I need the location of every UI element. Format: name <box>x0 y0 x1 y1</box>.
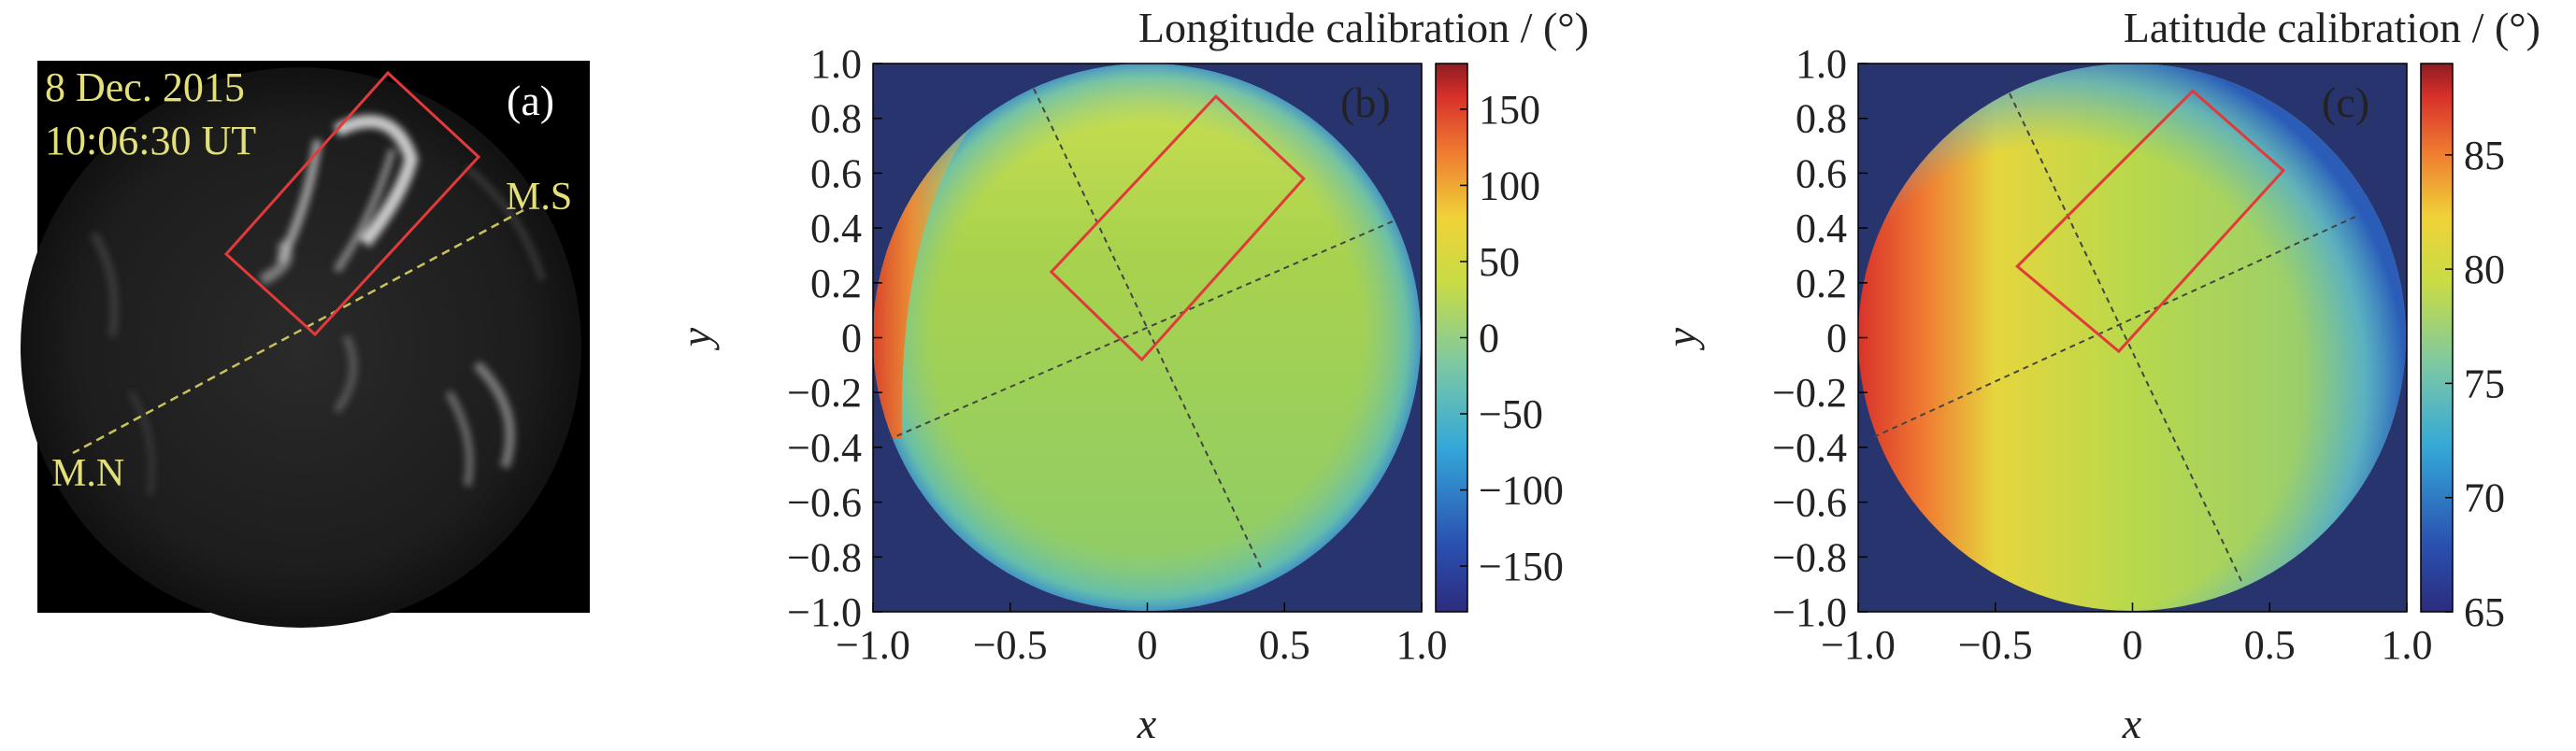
panel-c-title: Latitude calibration / (°) <box>2124 4 2540 51</box>
panel-c-colorbar <box>2420 63 2454 613</box>
date-text: 8 Dec. 2015 <box>45 64 245 110</box>
panel-c-label: (c) <box>2322 78 2369 126</box>
y-tick-label: 0.6 <box>1796 150 1847 196</box>
colorbar-tick-label: −100 <box>1479 468 1564 514</box>
panel-a: 8 Dec. 2015 10:06:30 UT (a) M.S M.N <box>21 61 590 628</box>
y-tick-label: −0.6 <box>1772 480 1847 526</box>
colorbar-tick-label: 75 <box>2464 361 2505 406</box>
y-tick-label: −0.8 <box>1772 534 1847 580</box>
colorbar-tick-label: 0 <box>1479 316 1499 361</box>
panel-c: (c) Latitude calibration / (°) x y −1.0−… <box>1657 4 2540 747</box>
y-tick-label: 0.6 <box>810 150 862 196</box>
panel-c-box <box>2015 89 2286 354</box>
y-tick-label: 0.4 <box>810 205 862 251</box>
x-tick-label: −0.5 <box>1958 622 2033 668</box>
colorbar-tick-label: 50 <box>1479 239 1520 285</box>
x-tick-label: 0 <box>1138 622 1158 668</box>
panel-b-ticks: −1.0 −0.5 0 0.5 1.0 1.0 0.8 0.6 0.4 0.2 0 −0.2 −0.4 −… <box>787 41 1447 668</box>
x-tick-label: 0.5 <box>2244 622 2296 668</box>
time-text: 10:06:30 UT <box>45 118 256 163</box>
panel-c-ticks: −1.0 −0.5 0 0.5 1.0 1.0 0.8 0.6 0.4 0.2 0 −0.2 −0.4 −… <box>1772 41 2432 668</box>
x-tick-label: 1.0 <box>1396 622 1448 668</box>
panel-c-xlabel: x <box>2122 700 2142 747</box>
colorbar-tick-label: −150 <box>1479 544 1564 589</box>
panel-b-meridian-line <box>889 220 1394 440</box>
y-tick-label: −1.0 <box>1772 589 1847 635</box>
y-tick-label: 0.8 <box>810 96 862 142</box>
y-tick-label: 0.4 <box>1796 205 1847 251</box>
aurora-arcs <box>90 115 545 496</box>
panel-c-colorbar-ticks: 85 80 75 70 65 <box>2445 133 2505 635</box>
y-tick-label: 0 <box>841 316 862 361</box>
y-tick-label: −0.4 <box>787 425 862 471</box>
panel-b-xlabel: x <box>1137 700 1157 747</box>
x-tick-label: −1.0 <box>836 622 910 668</box>
allsky-circle <box>21 67 581 628</box>
y-tick-label: −0.2 <box>1772 370 1847 416</box>
y-tick-label: −0.8 <box>787 534 862 580</box>
mn-label: M.N <box>51 452 124 495</box>
y-tick-label: −0.2 <box>787 370 862 416</box>
x-tick-label: 0.5 <box>1259 622 1310 668</box>
panel-b-warm-crescent <box>873 103 991 439</box>
colorbar-tick-label: 80 <box>2464 247 2505 292</box>
y-tick-label: 1.0 <box>810 41 862 87</box>
colorbar-tick-label: 65 <box>2464 589 2505 635</box>
y-tick-label: 0.8 <box>1796 96 1847 142</box>
panel-b-title: Longitude calibration / (°) <box>1138 4 1589 51</box>
colorbar-tick-label: −50 <box>1479 391 1543 437</box>
colorbar-tick-label: 70 <box>2464 475 2505 521</box>
colorbar-tick-label: 150 <box>1479 87 1540 133</box>
panel-b-perpendicular-line <box>1033 88 1263 571</box>
panel-c-ylabel: y <box>1657 327 1705 350</box>
panel-b-colorbar-ticks: 150 100 50 0 −50 −100 −150 <box>1460 87 1564 589</box>
ms-label: M.S <box>506 176 572 219</box>
x-tick-label: 0 <box>2123 622 2143 668</box>
panel-b-box <box>1049 94 1306 362</box>
x-tick-label: 1.0 <box>2382 622 2433 668</box>
panel-a-box <box>223 70 481 337</box>
colorbar-tick-label: 100 <box>1479 163 1540 208</box>
magnetic-meridian-line <box>72 208 524 455</box>
y-tick-label: 0.2 <box>810 261 862 306</box>
panel-b: (b) Longitude calibration / (°) x y −1.0… <box>672 4 1589 747</box>
x-tick-label: −0.5 <box>973 622 1048 668</box>
y-tick-label: 0.2 <box>1796 261 1847 306</box>
panel-b-label: (b) <box>1340 78 1391 126</box>
panel-c-meridian-line <box>1868 216 2356 440</box>
panel-c-perpendicular-line <box>2009 92 2242 582</box>
x-tick-label: −1.0 <box>1821 622 1896 668</box>
y-tick-label: −0.6 <box>787 480 862 526</box>
y-tick-label: 1.0 <box>1796 41 1847 87</box>
y-tick-label: 0 <box>1826 316 1847 361</box>
panel-a-label: (a) <box>507 77 554 124</box>
y-tick-label: −1.0 <box>787 589 862 635</box>
y-tick-label: −0.4 <box>1772 425 1847 471</box>
panel-b-ylabel: y <box>672 327 720 350</box>
colorbar-tick-label: 85 <box>2464 133 2505 178</box>
